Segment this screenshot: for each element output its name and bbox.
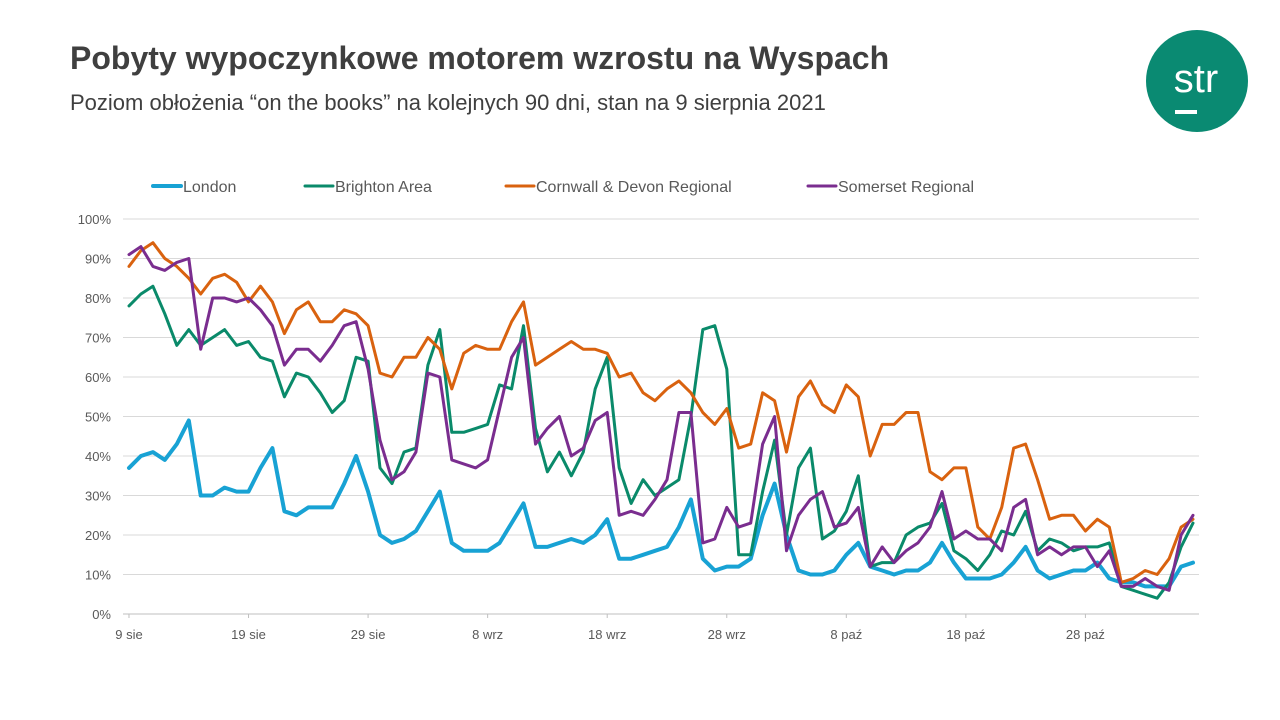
x-tick-label: 18 paź [946, 627, 985, 642]
y-tick-label: 40% [85, 449, 111, 464]
y-tick-label: 70% [85, 331, 111, 346]
legend-label: Somerset Regional [838, 179, 974, 196]
chart-subtitle: Poziom obłożenia “on the books” na kolej… [70, 90, 826, 115]
legend-label: Brighton Area [335, 179, 432, 196]
x-tick-label: 8 wrz [472, 627, 503, 642]
y-tick-label: 100% [78, 212, 112, 227]
y-tick-label: 20% [85, 528, 111, 543]
series-line [127, 284, 1195, 600]
legend-label: London [183, 179, 236, 196]
logo-circle [1146, 30, 1248, 132]
series-line [127, 245, 1195, 592]
line-chart: London Brighton Area Cornwall & Devon Regi… [78, 179, 1199, 642]
chart-title: Pobyty wypoczynkowe motorem wzrostu na W… [70, 40, 890, 76]
legend: London Brighton Area Cornwall & Devon Regi… [151, 179, 974, 196]
str-logo: str [1146, 30, 1248, 132]
gridlines [123, 218, 1199, 615]
x-tick-label: 28 wrz [708, 627, 746, 642]
logo-text: str [1174, 57, 1218, 101]
x-axis: 9 sie 19 sie 29 sie 8 wrz 18 wrz 28 wrz 8 paź 1… [115, 614, 1105, 642]
legend-label: Cornwall & Devon Regional [536, 179, 732, 196]
y-tick-label: 30% [85, 489, 111, 504]
x-tick-label: 28 paź [1066, 627, 1105, 642]
logo-underline [1175, 110, 1197, 114]
x-tick-label: 9 sie [115, 627, 142, 642]
series-line [127, 418, 1195, 589]
y-tick-label: 0% [92, 607, 111, 622]
x-tick-label: 18 wrz [588, 627, 626, 642]
y-tick-label: 60% [85, 370, 111, 385]
x-tick-label: 8 paź [830, 627, 862, 642]
x-tick-label: 29 sie [351, 627, 386, 642]
series-line [127, 241, 1195, 584]
x-tick-label: 19 sie [231, 627, 266, 642]
y-tick-label: 10% [85, 568, 111, 583]
y-tick-label: 90% [85, 252, 111, 267]
y-axis: 0% 10% 20% 30% 40% 50% 60% 70% 80% 90% 100% [78, 212, 112, 622]
y-tick-label: 80% [85, 291, 111, 306]
y-tick-label: 50% [85, 410, 111, 425]
series-lines [127, 241, 1195, 600]
